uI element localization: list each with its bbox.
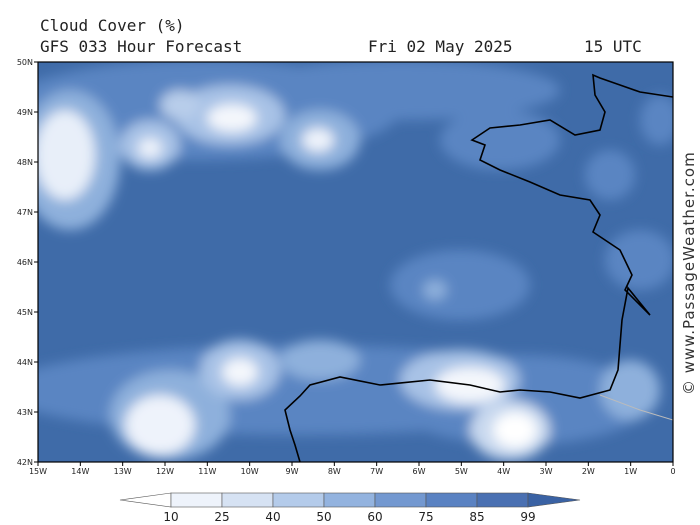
lon-label: 9W [286, 467, 299, 476]
lon-label: 3W [540, 467, 553, 476]
map-field [38, 62, 673, 462]
legend-label: 40 [265, 510, 280, 524]
lon-label: 6W [413, 467, 426, 476]
lon-label: 10W [241, 467, 259, 476]
lon-label: 13W [114, 467, 132, 476]
legend-swatch [323, 492, 376, 508]
legend-swatch [272, 492, 325, 508]
lon-label: 2W [582, 467, 595, 476]
border [599, 394, 673, 421]
lat-label: 50N [17, 58, 33, 67]
lon-label: 15W [29, 467, 47, 476]
legend-label: 85 [469, 510, 484, 524]
lat-label: 48N [17, 158, 33, 167]
legend-label: 99 [520, 510, 535, 524]
date: Fri 02 May 2025 [368, 37, 513, 56]
legend-swatch [221, 492, 274, 508]
lon-label: 4W [497, 467, 510, 476]
legend-label: 75 [418, 510, 433, 524]
lat-label: 46N [17, 258, 33, 267]
title: Cloud Cover (%) [40, 16, 185, 35]
lat-label: 43N [17, 408, 33, 417]
lat-label: 47N [17, 208, 33, 217]
lon-label: 11W [198, 467, 216, 476]
lon-label: 7W [370, 467, 383, 476]
lon-label: 1W [624, 467, 637, 476]
legend-high [527, 492, 581, 508]
legend-label: 25 [214, 510, 229, 524]
watermark: © www.PassageWeather.com [680, 151, 698, 395]
legend-swatch [425, 492, 478, 508]
legend-label: 10 [163, 510, 178, 524]
legend-swatch [374, 492, 427, 508]
lat-label: 44N [17, 358, 33, 367]
lat-label: 49N [17, 108, 33, 117]
legend-swatch [476, 492, 529, 508]
time: 15 UTC [584, 37, 642, 56]
legend-label: 50 [316, 510, 331, 524]
lon-label: 12W [156, 467, 174, 476]
lat-label: 45N [17, 308, 33, 317]
legend-label: 60 [367, 510, 382, 524]
lon-label: 8W [328, 467, 341, 476]
lon-label: 5W [455, 467, 468, 476]
lat-label: 42N [17, 458, 33, 467]
legend-swatch [170, 492, 223, 508]
coastline [284, 73, 673, 462]
subtitle: GFS 033 Hour Forecast [40, 37, 242, 56]
lon-label: 14W [71, 467, 89, 476]
legend-low [119, 492, 172, 508]
lon-label: 0 [670, 467, 675, 476]
legend: 10 25 40 50 60 75 85 99 [119, 492, 581, 524]
